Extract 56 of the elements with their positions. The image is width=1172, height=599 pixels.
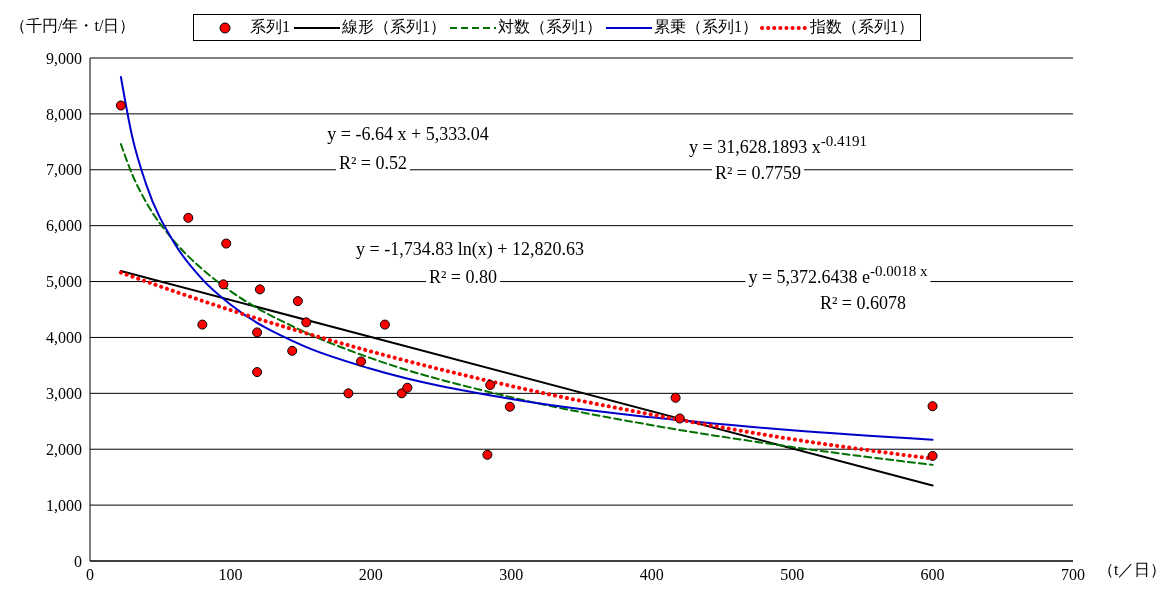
x-tick-label: 100 [218,566,243,584]
point [356,356,367,367]
y-tick-label: 3,000 [46,385,82,403]
legend-label: 線形（系列1） [342,17,446,37]
y-tick-label: 4,000 [46,329,82,347]
y-tick-label: 6,000 [46,217,82,235]
annotation: R² = 0.6078 [816,292,910,314]
point [221,238,232,249]
point [379,319,390,330]
point [927,450,938,461]
y-tick-label: 5,000 [46,273,82,291]
annotation: y = -1,734.83 ln(x) + 12,820.63 [353,238,587,260]
annotation: R² = 0.7759 [711,162,805,184]
y-tick-label: 8,000 [46,105,82,123]
y-tick-label: 9,000 [46,49,82,67]
x-tick-label: 600 [920,566,945,584]
x-tick-label: 200 [358,566,383,584]
y-tick-label: 7,000 [46,161,82,179]
x-tick-label: 400 [639,566,664,584]
point [927,401,938,412]
legend-label: 指数（系列1） [810,17,914,37]
point [254,284,265,295]
point [218,279,229,290]
x-tick-label: 700 [1061,566,1085,584]
point [301,317,312,328]
x-tick-label: 300 [499,566,524,584]
point [485,379,496,390]
point [402,382,413,393]
y-tick-label: 0 [74,552,82,570]
point [183,212,194,223]
legend-label: 対数（系列1） [498,17,602,37]
annotation: R² = 0.80 [425,266,501,288]
y-tick-label: 2,000 [46,440,82,458]
legend-label: 累乗（系列1） [654,17,758,37]
point [252,367,263,378]
point [287,345,298,356]
y-axis-title: （千円/年・t/日） [10,16,136,36]
line-series [119,76,934,441]
y-tick-label: 1,000 [46,496,82,514]
annotation: y = -6.64 x + 5,333.04 [324,123,492,145]
x-axis-title: （t／日） [1098,560,1167,580]
point [197,319,208,330]
point [115,100,126,111]
x-tick-label: 0 [86,566,94,584]
x-tick-label: 500 [780,566,805,584]
point [292,296,303,307]
point [252,327,263,338]
point [343,388,354,399]
legend-label: 系列1 [250,17,290,37]
point [670,392,681,403]
annotation: R² = 0.52 [335,152,411,174]
annotation: y = 5,372.6438 e$^{-0.0018 x}$ [745,262,931,288]
point [674,413,685,424]
annotation: y = 31,628.1893 x$^{-0.4191}$ [686,132,870,158]
point [504,401,515,412]
point [482,449,493,460]
